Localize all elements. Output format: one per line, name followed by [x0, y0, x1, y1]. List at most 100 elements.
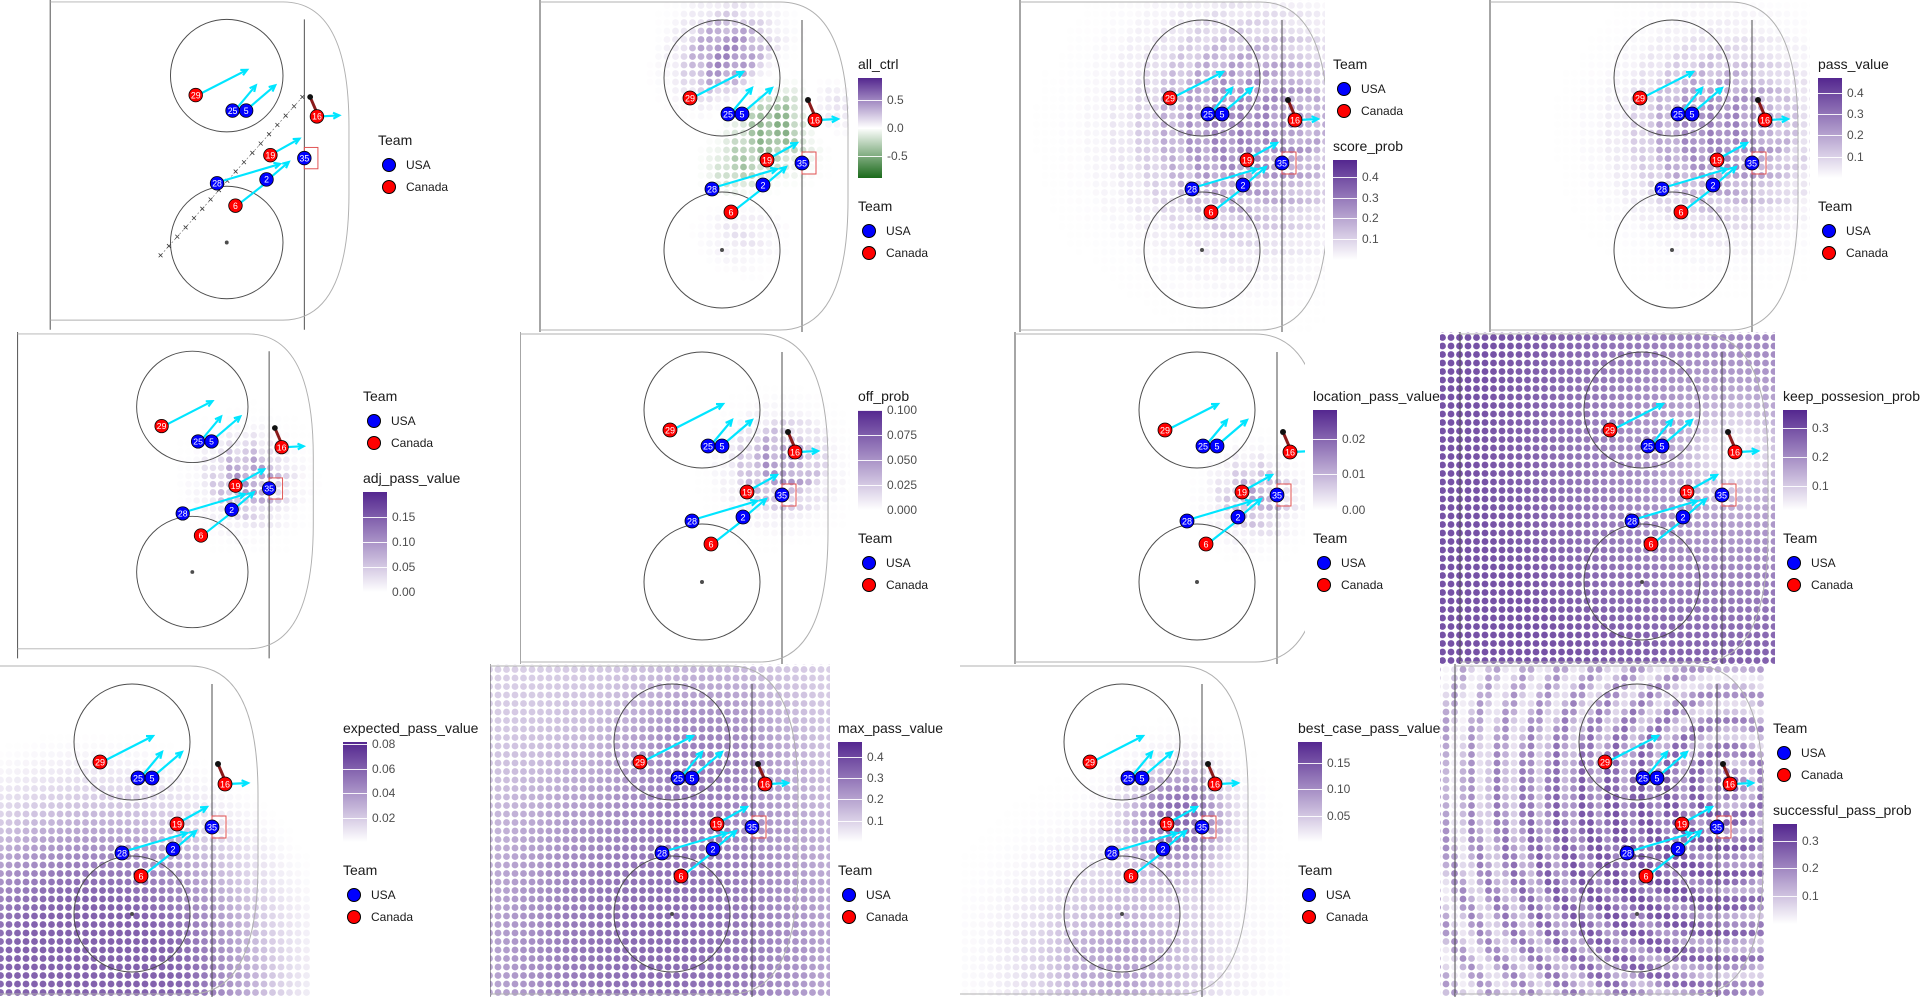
- heat-dot: [1801, 266, 1808, 273]
- heat-dot: [1212, 11, 1219, 18]
- heat-dot: [1707, 215, 1714, 222]
- heat-dot: [1059, 223, 1066, 230]
- heat-dot: [1237, 104, 1244, 111]
- heat-dot: [1314, 138, 1321, 145]
- heat-dot: [226, 432, 233, 439]
- heat-dot: [1792, 36, 1799, 43]
- heat-dot: [202, 522, 209, 529]
- heat-dot: [706, 62, 713, 69]
- heat-dot: [1754, 402, 1761, 409]
- heat-dot: [1271, 206, 1278, 213]
- heat-dot: [1161, 300, 1168, 307]
- heat-dot: [1571, 96, 1578, 103]
- heat-dot: [283, 514, 290, 521]
- faceoff-dot: [721, 249, 724, 252]
- heat-dot: [1707, 257, 1714, 264]
- heat-dot: [1699, 181, 1706, 188]
- heat-dot: [740, 206, 747, 213]
- heat-dot: [757, 11, 764, 18]
- heat-dot: [1101, 62, 1108, 69]
- heat-dot: [1305, 155, 1312, 162]
- player-number: 2: [740, 512, 745, 522]
- heat-dot: [805, 453, 812, 460]
- heat-dot: [783, 36, 790, 43]
- heat-dot: [1093, 223, 1100, 230]
- player-number: 2: [1240, 180, 1245, 190]
- heat-dot: [1605, 113, 1612, 120]
- panel-score_prob: 29 25 5 16 19 35 28 2 6 Team USA Canada score_prob 0.…: [960, 0, 1430, 332]
- heat-dot: [1784, 96, 1791, 103]
- heat-dot: [774, 113, 781, 120]
- heat-dot: [1673, 87, 1680, 94]
- heat-dot: [1605, 189, 1612, 196]
- heat-dot: [1288, 36, 1295, 43]
- heat-dot: [267, 416, 274, 423]
- heat-dot: [185, 448, 192, 455]
- heat-dot: [1152, 130, 1159, 137]
- heat-dot: [1809, 249, 1810, 256]
- heat-dot: [1448, 351, 1455, 358]
- heat-dot: [1314, 172, 1321, 179]
- heat-dot: [681, 36, 688, 43]
- heat-dot: [1733, 2, 1740, 9]
- heat-dot: [698, 240, 705, 247]
- heat-dot: [1288, 189, 1295, 196]
- heat-dot: [664, 19, 671, 26]
- heat-dot: [1254, 2, 1261, 9]
- heat-dot: [1161, 28, 1168, 35]
- heat-dot: [1448, 394, 1455, 401]
- heat-dot: [1292, 513, 1299, 520]
- heat-dot: [1220, 36, 1227, 43]
- heat-dot: [720, 487, 727, 494]
- heat-dot: [1741, 28, 1748, 35]
- heat-dot: [193, 522, 200, 529]
- heat-dot: [1601, 343, 1608, 350]
- heat-dot: [1101, 223, 1108, 230]
- heat-dot: [1597, 87, 1604, 94]
- heat-dot: [715, 223, 722, 230]
- heat-dot: [1127, 45, 1134, 52]
- heat-dot: [1101, 155, 1108, 162]
- team-legend-label: Canada: [1361, 104, 1403, 118]
- heat-dot: [1609, 402, 1616, 409]
- heat-dot: [757, 249, 764, 256]
- heat-dot: [780, 453, 787, 460]
- heat-dot: [1249, 538, 1256, 545]
- heat-dot: [1673, 2, 1680, 9]
- player-number: 2: [1235, 512, 1240, 522]
- heat-dot: [655, 11, 662, 18]
- heat-dot: [1297, 206, 1304, 213]
- heat-dot: [1305, 87, 1312, 94]
- heat-dot: [1622, 28, 1629, 35]
- heat-dot: [732, 147, 739, 154]
- heat-dot: [1558, 368, 1565, 375]
- heat-dot: [1554, 113, 1561, 120]
- heat-dot: [1618, 368, 1625, 375]
- heat-dot: [1499, 402, 1506, 409]
- heat-dot: [1571, 79, 1578, 86]
- heat-dot: [1741, 121, 1748, 128]
- heat-dot: [788, 521, 795, 528]
- heat-dot: [1198, 470, 1205, 477]
- heat-dot: [1733, 274, 1740, 281]
- heat-dot: [1775, 138, 1782, 145]
- heat-dot: [1699, 232, 1706, 239]
- heat-dot: [1076, 147, 1083, 154]
- heat-dot: [1118, 104, 1125, 111]
- heat-dot: [1758, 53, 1765, 60]
- heat-dot: [1665, 138, 1672, 145]
- heat-dot: [242, 432, 249, 439]
- heat-dot: [1322, 266, 1325, 273]
- heat-dot: [1195, 232, 1202, 239]
- heat-dot: [1533, 402, 1540, 409]
- heat-dot: [1229, 317, 1236, 324]
- heat-dot: [1550, 351, 1557, 358]
- heat-dot: [1699, 130, 1706, 137]
- heat-dot: [1067, 28, 1074, 35]
- heat-dot: [1703, 385, 1710, 392]
- heat-dot: [729, 479, 736, 486]
- heat-dot: [1169, 138, 1176, 145]
- heat-dot: [1554, 147, 1561, 154]
- heat-dot: [1224, 462, 1231, 469]
- heat-dot: [839, 521, 846, 528]
